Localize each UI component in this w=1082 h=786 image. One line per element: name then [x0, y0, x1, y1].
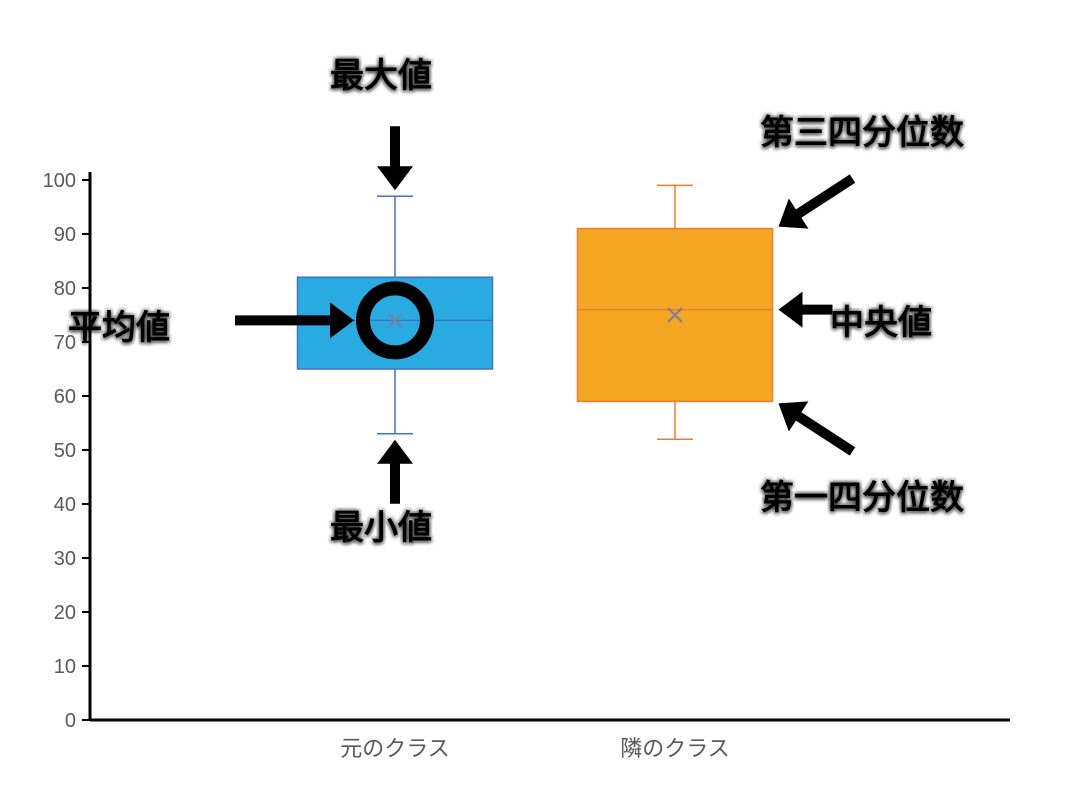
- arrow-mean: [235, 302, 354, 338]
- annotation-min: 最小値: [330, 500, 432, 549]
- y-tick-label: 40: [54, 494, 76, 516]
- arrow-q3: [779, 179, 853, 229]
- y-tick-label: 10: [54, 656, 76, 678]
- y-tick-label: 0: [65, 710, 76, 732]
- y-tick-label: 90: [54, 224, 76, 246]
- annotation-median: 中央値: [830, 295, 932, 344]
- boxplot-chart: 0102030405060708090100元のクラス隣のクラス 最大値 平均値…: [0, 0, 1082, 786]
- annotation-q3: 第三四分位数: [760, 105, 964, 154]
- annotation-max: 最大値: [330, 48, 432, 97]
- y-tick-label: 30: [54, 548, 76, 570]
- x-category-label: 元のクラス: [340, 736, 450, 761]
- arrow-median: [779, 292, 833, 328]
- arrow-min: [377, 440, 413, 504]
- y-tick-label: 50: [54, 440, 76, 462]
- arrow-q1: [779, 401, 853, 451]
- y-tick-label: 60: [54, 386, 76, 408]
- annotation-mean: 平均値: [68, 300, 170, 349]
- x-category-label: 隣のクラス: [620, 736, 730, 761]
- arrow-max: [377, 126, 413, 190]
- y-tick-label: 100: [43, 170, 76, 192]
- y-tick-label: 20: [54, 602, 76, 624]
- y-tick-label: 80: [54, 278, 76, 300]
- annotation-q1: 第一四分位数: [760, 470, 964, 519]
